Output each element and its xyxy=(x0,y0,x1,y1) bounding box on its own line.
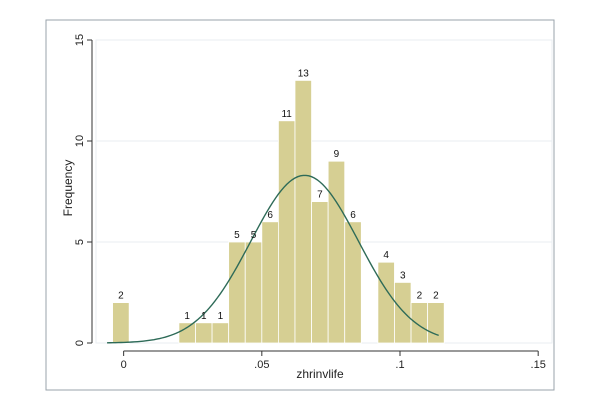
x-tick-label: 0 xyxy=(121,359,127,371)
bar-data-label: 3 xyxy=(400,270,406,281)
histogram-bar xyxy=(311,201,329,344)
bar-data-label: 6 xyxy=(350,210,356,221)
histogram-bar xyxy=(410,302,429,344)
bar-data-label: 5 xyxy=(251,230,257,241)
bar-data-label: 5 xyxy=(234,230,240,241)
histogram-bar xyxy=(195,322,213,344)
y-tick-label: 10 xyxy=(74,135,86,147)
bar-data-label: 2 xyxy=(433,291,439,302)
x-tick-label: .05 xyxy=(254,359,269,371)
bar-data-label: 13 xyxy=(298,68,310,79)
x-axis-title: zhrinvlife xyxy=(296,367,344,381)
histogram-bar xyxy=(112,302,130,344)
x-tick-label: .15 xyxy=(531,359,546,371)
histogram-bar xyxy=(211,322,230,344)
density-curve-layer xyxy=(107,174,439,344)
histogram-bars xyxy=(112,80,445,344)
y-tick-label: 15 xyxy=(74,34,86,46)
bar-data-label: 9 xyxy=(334,149,340,160)
y-tick-label: 0 xyxy=(74,340,86,346)
bar-data-label: 1 xyxy=(218,311,224,322)
bar-data-label: 1 xyxy=(184,311,190,322)
histogram-bar xyxy=(178,322,196,344)
bar-data-label: 6 xyxy=(267,210,273,221)
bar-data-label: 11 xyxy=(281,109,292,120)
bar-data-label: 7 xyxy=(317,190,323,201)
histogram-bar xyxy=(294,80,312,344)
y-axis-title: Frequency xyxy=(61,160,75,217)
x-tick-label: .1 xyxy=(395,359,404,371)
histogram-bar xyxy=(394,281,412,344)
y-tick-label: 5 xyxy=(74,239,86,245)
density-curve xyxy=(107,174,439,344)
histogram-bar xyxy=(277,120,296,344)
histogram-bar xyxy=(244,241,263,344)
bar-data-label: 4 xyxy=(383,250,389,261)
bar-data-label: 1 xyxy=(201,311,207,322)
histogram-bar xyxy=(327,160,346,344)
histogram-bar xyxy=(427,302,445,344)
histogram-bar xyxy=(261,221,279,344)
bar-data-label: 2 xyxy=(118,291,124,302)
histogram-bar xyxy=(344,221,362,344)
bar-data-label: 2 xyxy=(417,291,423,302)
histogram-bar xyxy=(377,261,395,344)
